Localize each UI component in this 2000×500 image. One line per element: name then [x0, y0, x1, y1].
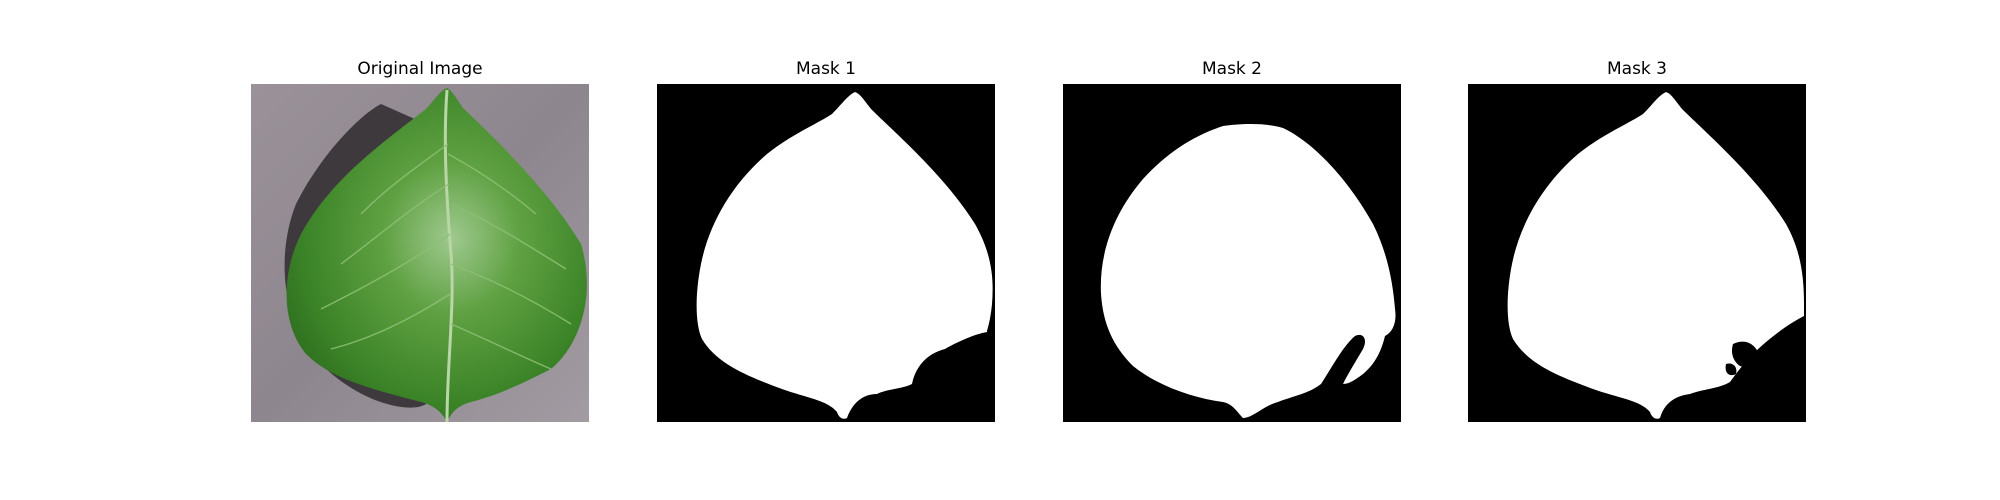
mask-3-panel: [1468, 84, 1806, 422]
mask-1-panel: [657, 84, 995, 422]
mask-2-panel: [1063, 84, 1401, 422]
leaf-photo: [251, 84, 589, 422]
mask-3-image: [1468, 84, 1806, 422]
panel-title-mask-3: Mask 3: [1606, 59, 1667, 79]
panel-title-mask-2: Mask 2: [1201, 59, 1262, 79]
mask-1-image: [657, 84, 995, 422]
mask-2-image: [1063, 84, 1401, 422]
panel-title-original: Original Image: [357, 59, 483, 79]
original-image-panel: [251, 84, 589, 422]
panel-title-mask-1: Mask 1: [795, 59, 856, 79]
